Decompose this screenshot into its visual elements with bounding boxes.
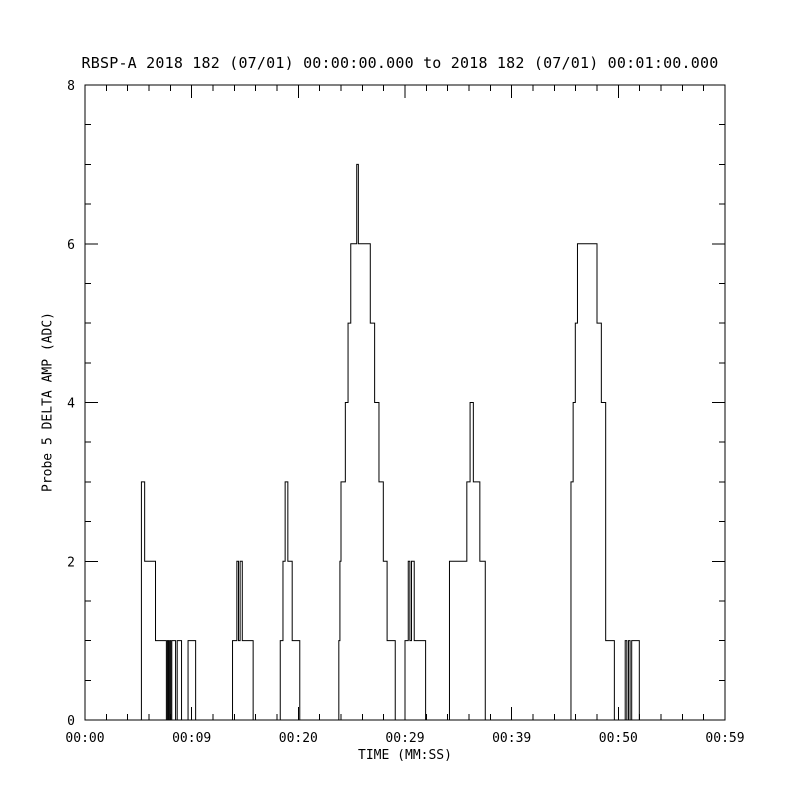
svg-text:0: 0 — [67, 714, 75, 729]
plot-title: RBSP-A 2018 182 (07/01) 00:00:00.000 to … — [81, 54, 719, 72]
svg-text:00:20: 00:20 — [279, 731, 318, 746]
svg-text:00:39: 00:39 — [492, 731, 531, 746]
svg-text:6: 6 — [67, 238, 75, 253]
svg-text:4: 4 — [67, 397, 75, 412]
svg-text:00:09: 00:09 — [172, 731, 211, 746]
svg-text:00:59: 00:59 — [705, 731, 744, 746]
svg-text:00:29: 00:29 — [385, 731, 424, 746]
svg-text:00:50: 00:50 — [599, 731, 638, 746]
svg-text:2: 2 — [67, 555, 75, 570]
x-axis-label: TIME (MM:SS) — [358, 748, 452, 763]
svg-text:8: 8 — [67, 79, 75, 94]
svg-text:00:00: 00:00 — [65, 731, 104, 746]
